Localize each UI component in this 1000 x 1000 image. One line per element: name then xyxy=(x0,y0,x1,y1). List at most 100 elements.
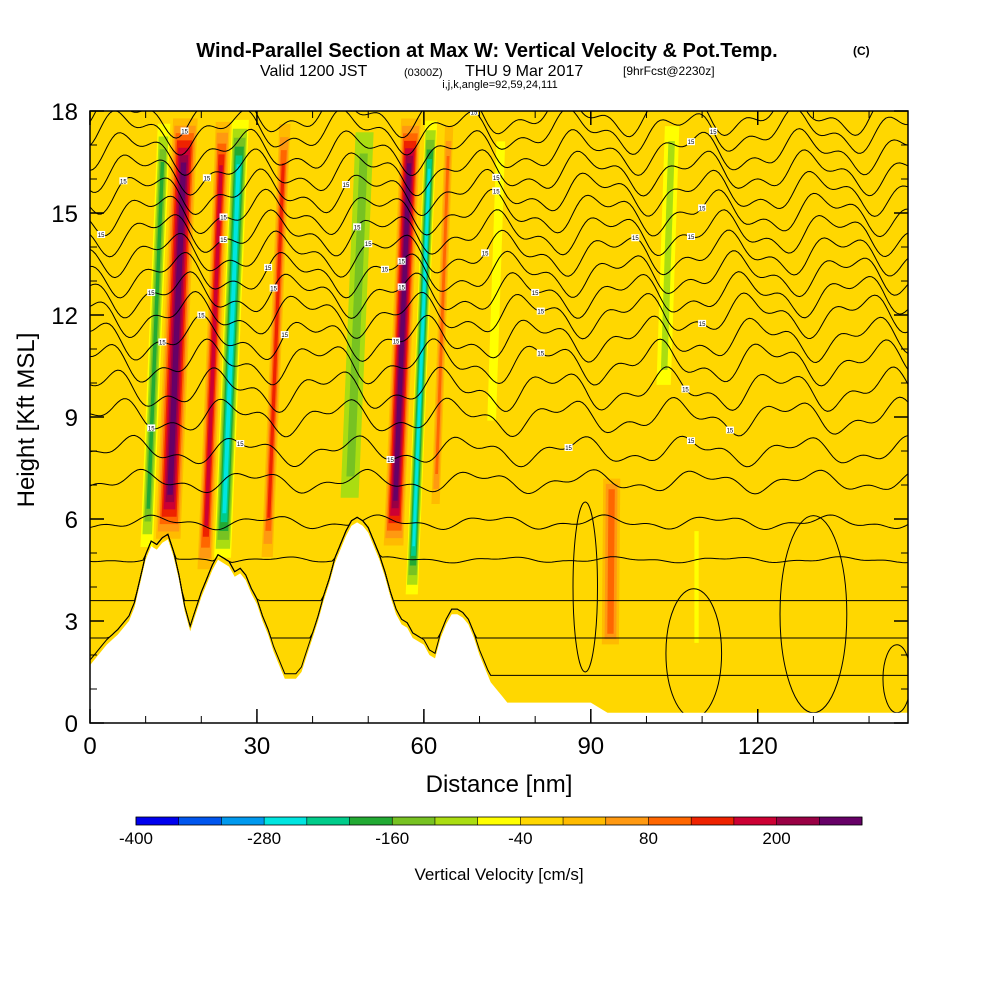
contour-label-box xyxy=(202,174,211,182)
colorbar-swatch xyxy=(306,817,350,825)
theta-contour xyxy=(90,516,908,564)
theta-contour xyxy=(90,366,908,413)
contour-label: 15 xyxy=(148,426,155,432)
y-tick-label: 12 xyxy=(51,303,78,330)
y-axis-label: Height [Kft MSL] xyxy=(13,333,40,508)
contour-label: 15 xyxy=(537,351,544,357)
colorbar-swatch xyxy=(776,817,820,825)
contour-label-box xyxy=(531,288,540,296)
contour-label-box xyxy=(386,456,395,464)
contour-label-box xyxy=(380,265,389,273)
valid-time: Valid 1200 JST xyxy=(260,63,368,80)
contour-label-box xyxy=(264,263,273,271)
contour-label-box xyxy=(392,337,401,345)
contour-label: 15 xyxy=(148,291,155,297)
x-axis-label: Distance [nm] xyxy=(426,771,573,798)
contour-label-box xyxy=(364,240,373,248)
velocity-band xyxy=(607,489,615,634)
theta-contour xyxy=(90,250,908,299)
colorbar-swatch xyxy=(221,817,265,825)
contour-label: 15 xyxy=(220,238,227,244)
y-tick-label: 9 xyxy=(65,405,78,432)
theta-contour xyxy=(90,468,908,495)
contour-label: 15 xyxy=(365,242,372,248)
contour-label-box xyxy=(353,223,362,231)
colorbar-tick-label: -400 xyxy=(119,829,153,848)
contour-label: 15 xyxy=(532,291,539,297)
theta-contour xyxy=(90,290,908,340)
contour-label-box xyxy=(564,443,573,451)
contour-label: 15 xyxy=(482,251,489,257)
contour-label-box xyxy=(119,177,128,185)
chart-title: Wind-Parallel Section at Max W: Vertical… xyxy=(196,40,777,62)
colorbar-tick-label: -40 xyxy=(508,829,533,848)
velocity-field xyxy=(140,118,699,650)
velocity-band xyxy=(222,164,241,514)
y-tick-label: 0 xyxy=(65,711,78,738)
colorbar-swatch xyxy=(520,817,564,825)
colorbar-swatch xyxy=(733,817,777,825)
colorbar-tick-label: -280 xyxy=(247,829,281,848)
contour-label-box xyxy=(147,424,156,432)
contour-label-box xyxy=(681,385,690,393)
theta-contour xyxy=(90,111,908,156)
contour-label: 15 xyxy=(354,225,361,231)
colorbar-swatch xyxy=(178,817,222,825)
x-tick-label: 30 xyxy=(244,733,271,760)
contour-label-box xyxy=(219,236,228,244)
theta-contour xyxy=(90,271,908,319)
contour-label: 15 xyxy=(98,233,105,239)
y-tick-label: 3 xyxy=(65,609,78,636)
contour-label: 15 xyxy=(159,340,166,346)
contour-label-box xyxy=(180,127,189,135)
contour-label: 15 xyxy=(382,268,389,274)
velocity-band xyxy=(204,165,223,526)
velocity-band xyxy=(393,163,412,501)
velocity-band xyxy=(660,141,675,370)
valid-date: THU 9 Mar 2017 xyxy=(465,63,583,80)
x-tick-label: 90 xyxy=(577,733,604,760)
theta-contour-labels: 15 15 15 15 15 15 15 15 15 15 15 15 15 15 15 15 15 15 15 15… xyxy=(97,111,734,464)
contour-label: 15 xyxy=(710,130,717,136)
x-tick-label: 60 xyxy=(411,733,438,760)
velocity-band xyxy=(435,156,450,474)
contour-label: 15 xyxy=(565,446,572,452)
contour-label: 15 xyxy=(220,215,227,221)
contour-label-box xyxy=(97,230,106,238)
contour-label: 15 xyxy=(387,458,394,464)
contour-label: 15 xyxy=(198,314,205,320)
colorbar-tick-label: -160 xyxy=(375,829,409,848)
forecast-info: [9hrFcst@2230z] xyxy=(623,64,715,78)
colorbar-swatch xyxy=(136,817,180,825)
contour-label: 15 xyxy=(688,439,695,445)
contour-label-box xyxy=(397,257,406,265)
chart-title-suffix: (C) xyxy=(853,44,870,58)
theta-contour xyxy=(90,396,908,438)
contour-label-box xyxy=(698,204,707,212)
x-tick-label: 0 xyxy=(83,733,96,760)
contour-label-box xyxy=(397,283,406,291)
valid-time-utc: (0300Z) xyxy=(404,67,443,79)
colorbar-swatch xyxy=(349,817,393,825)
theta-contour xyxy=(90,314,908,364)
velocity-band xyxy=(694,531,699,643)
colorbar-tick-label: 80 xyxy=(639,829,658,848)
contour-label: 15 xyxy=(181,129,188,135)
contour-label-box xyxy=(269,284,278,292)
contour-label: 15 xyxy=(270,286,277,292)
terrain xyxy=(90,522,908,723)
contour-label-box xyxy=(280,331,289,339)
contour-label-box xyxy=(686,232,695,240)
closed-contour xyxy=(572,501,598,673)
theta-contour xyxy=(90,229,908,279)
grid-indices: i,j,k,angle=92,59,24,111 xyxy=(442,79,558,91)
colorbar-swatch xyxy=(477,817,521,825)
colorbar-swatch xyxy=(563,817,607,825)
contour-label: 15 xyxy=(632,236,639,242)
theta-contour xyxy=(90,168,908,217)
contour-label: 15 xyxy=(537,310,544,316)
contour-label: 15 xyxy=(688,140,695,146)
plot-area: 15 15 15 15 15 15 15 15 15 15 15 15 15 15 15 15 15 15 15 15… xyxy=(90,111,908,723)
contour-label-box xyxy=(492,173,501,181)
